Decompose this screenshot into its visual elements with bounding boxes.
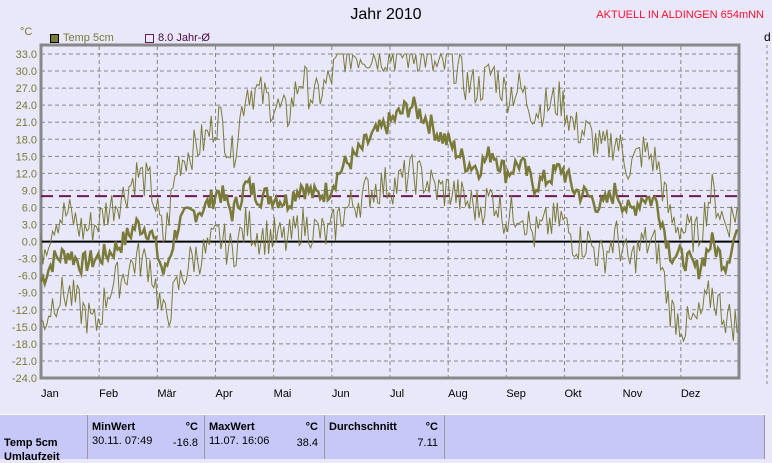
- y-tick-label: 3.0: [22, 220, 37, 232]
- legend-swatch-icon: [145, 33, 154, 43]
- temperature-chart: 33.0 30.0 27.0 24.0 21.0 18.0 15.0 12.0 9.0 6.0 3.…: [12, 43, 741, 400]
- y-tick-label: 18.0: [16, 134, 37, 146]
- y-tick-label: 9.0: [22, 185, 37, 197]
- legend-avg[interactable]: 8.0 Jahr-Ø: [145, 32, 210, 44]
- location-label: AKTUELL IN ALDINGEN 654mNN: [596, 9, 764, 21]
- x-tick-label: Feb: [99, 388, 118, 400]
- legend-temp[interactable]: Temp 5cm: [50, 32, 114, 44]
- y-tick-label: 24.0: [16, 100, 37, 112]
- cut-label: d: [764, 30, 771, 44]
- min-cell: MinWert °C 30.11. 07:49 -16.8: [88, 415, 205, 459]
- x-tick-label: Jan: [41, 388, 59, 400]
- x-tick-label: Okt: [565, 388, 582, 400]
- y-tick-label: -15.0: [12, 322, 37, 334]
- next-chart-edge: [766, 45, 768, 385]
- legend-label: 8.0 Jahr-Ø: [158, 32, 210, 44]
- max-cell: MaxWert °C 11.07. 16:06 38.4: [205, 415, 325, 459]
- y-tick-label: 30.0: [16, 66, 37, 78]
- y-tick-label: -24.0: [12, 373, 37, 385]
- y-tick-label: 27.0: [16, 83, 37, 95]
- y-tick-label: -12.0: [12, 305, 37, 317]
- x-tick-label: Nov: [623, 388, 643, 400]
- y-tick-label: 6.0: [22, 202, 37, 214]
- x-tick-label: Jun: [332, 388, 350, 400]
- y-tick-label: -18.0: [12, 339, 37, 351]
- chart-title: Jahr 2010: [350, 6, 422, 23]
- y-tick-label: 21.0: [16, 117, 37, 129]
- y-tick-label: -9.0: [18, 288, 37, 300]
- row-label: Temp 5cm Umlaufzeit: [0, 415, 88, 463]
- x-tick-label: Sep: [506, 388, 526, 400]
- x-tick-label: Aug: [448, 388, 468, 400]
- x-tick-label: Jul: [390, 388, 404, 400]
- y-tick-label: -3.0: [18, 254, 37, 266]
- legend-label: Temp 5cm: [63, 32, 114, 44]
- avg-cell: Durchschnitt °C 7.11: [325, 415, 445, 459]
- y-tick-label: 33.0: [16, 49, 37, 61]
- stats-table: Temp 5cm Umlaufzeit MinWert °C 30.11. 07:4…: [0, 414, 765, 463]
- y-tick-label: -21.0: [12, 356, 37, 368]
- x-tick-label: Mär: [157, 388, 176, 400]
- empty-cell: [445, 415, 765, 459]
- series-line-2: [40, 153, 738, 343]
- x-tick-label: Mai: [274, 388, 292, 400]
- y-tick-label: 12.0: [16, 168, 37, 180]
- y-tick-label: -6.0: [18, 271, 37, 283]
- y-unit: °C: [20, 26, 33, 38]
- y-tick-label: 15.0: [16, 151, 37, 163]
- series-line-0: [39, 96, 739, 289]
- x-tick-label: Apr: [216, 388, 233, 400]
- x-tick-label: Dez: [681, 388, 701, 400]
- legend-swatch-icon: [50, 33, 59, 43]
- series-line-1: [40, 52, 738, 265]
- y-tick-label: 0.0: [22, 237, 37, 249]
